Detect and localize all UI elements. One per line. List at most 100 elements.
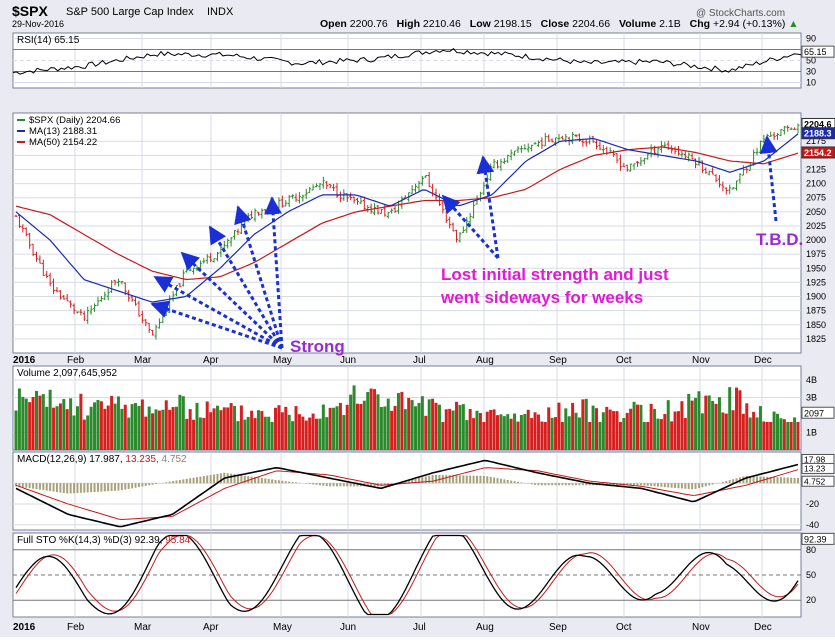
macd-hist-value: 4.752 (162, 454, 187, 465)
sto-d-value: 95.84 (165, 535, 190, 546)
macd-histogram-bar (25, 483, 27, 488)
volume-bar (684, 418, 687, 450)
price-tick-2: 1875 (806, 306, 826, 316)
macd-histogram-bar (322, 483, 324, 485)
volume-bar (598, 422, 601, 450)
volume-bar (414, 406, 417, 450)
volume-bar (271, 422, 274, 450)
volume-bar (742, 414, 745, 450)
volume-bar (455, 402, 458, 450)
volume-bar (790, 422, 793, 450)
macd-histogram-bar (155, 483, 157, 484)
macd-histogram-bar (29, 483, 31, 488)
volume-bar (295, 406, 298, 450)
volume-bar (674, 412, 677, 450)
volume-bar (298, 414, 301, 450)
exchange: INDX (207, 6, 234, 18)
x-tick-1-7: Aug (476, 622, 494, 633)
volume-bar (400, 392, 403, 450)
macd-histogram-bar (175, 480, 177, 483)
macd-histogram-bar (773, 477, 775, 483)
volume-bar (264, 417, 267, 450)
macd-histogram-bar (500, 479, 502, 483)
macd-histogram-bar (292, 482, 294, 483)
macd-histogram-bar (117, 483, 119, 490)
macd-histogram-bar (264, 478, 266, 483)
macd-histogram-bar (138, 483, 140, 487)
volume-bar (564, 408, 567, 450)
volume-bar (15, 411, 18, 450)
macd-histogram-bar (531, 483, 533, 484)
x-tick-0-6: Jul (413, 355, 426, 366)
macd-histogram-bar (698, 483, 700, 488)
volume-bar (786, 422, 789, 450)
volume-bar (277, 405, 280, 450)
macd-histogram-bar (572, 483, 574, 485)
volume-bar (407, 398, 410, 450)
x-tick-0-8: Sep (549, 355, 567, 366)
macd-histogram-bar (268, 479, 270, 483)
x-tick-1-9: Oct (616, 622, 632, 633)
volume-bar (318, 419, 321, 450)
macd-histogram-bar (22, 483, 24, 487)
macd-histogram-bar (695, 483, 697, 489)
volume-bar (185, 419, 188, 450)
volume-bar (127, 418, 130, 450)
macd-histogram-bar (667, 483, 669, 487)
rsi-title: RSI(14) 65.15 (17, 35, 80, 46)
macd-histogram-bar (186, 479, 188, 483)
vol-last-label: 2097 (804, 408, 824, 418)
macd-histogram-bar (677, 483, 679, 488)
volume-bar (404, 409, 407, 450)
volume-bar (769, 422, 772, 450)
volume-bar (202, 418, 205, 450)
macd-histogram-bar (432, 475, 434, 483)
volume-bar (335, 406, 338, 450)
volume-bar (605, 407, 608, 450)
volume-bar (431, 399, 434, 450)
macd-histogram-bar (660, 483, 662, 487)
volume-bar (158, 411, 161, 450)
macd-histogram-bar (196, 477, 198, 483)
macd-histogram-bar (664, 483, 666, 487)
volume-bar (616, 411, 619, 450)
volume-bar (32, 397, 35, 450)
volume-bar (182, 396, 185, 450)
macd-histogram-bar (97, 483, 99, 492)
macd-histogram-bar (121, 483, 123, 490)
volume-bar (677, 411, 680, 450)
volume-bar (711, 401, 714, 450)
macd-histogram-bar (210, 475, 212, 483)
macd-histogram-bar (104, 483, 106, 491)
volume-bar (172, 407, 175, 450)
macd-histogram-bar (691, 483, 693, 489)
macd-histogram-bar (732, 479, 734, 483)
volume-bar (206, 401, 209, 450)
macd-histogram-bar (462, 475, 464, 483)
macd-histogram-bar (783, 477, 785, 483)
volume-bar (602, 412, 605, 450)
macd-histogram-bar (141, 483, 143, 486)
volume-label: Volume (619, 18, 656, 30)
macd-histogram-bar (510, 481, 512, 484)
volume-bar (380, 407, 383, 450)
volume-bar (322, 405, 325, 450)
volume-bar (62, 399, 65, 450)
volume-bar (199, 417, 202, 450)
macd-histogram-bar (182, 479, 184, 483)
volume-bar (551, 418, 554, 450)
macd-histogram-bar (343, 483, 345, 486)
macd-histogram-bar (94, 483, 96, 492)
macd-histogram-bar (657, 483, 659, 486)
volume-bar (718, 397, 721, 450)
annotation-tbd: T.B.D. (756, 230, 803, 249)
volume-bar (493, 409, 496, 450)
volume-bar (230, 403, 233, 450)
volume-bar (79, 394, 82, 450)
macd-histogram-bar (281, 481, 283, 483)
macd-histogram-bar (76, 483, 78, 493)
volume-value: 2.1B (659, 18, 681, 30)
volume-bar (581, 399, 584, 450)
macd-histogram-bar (333, 483, 335, 486)
